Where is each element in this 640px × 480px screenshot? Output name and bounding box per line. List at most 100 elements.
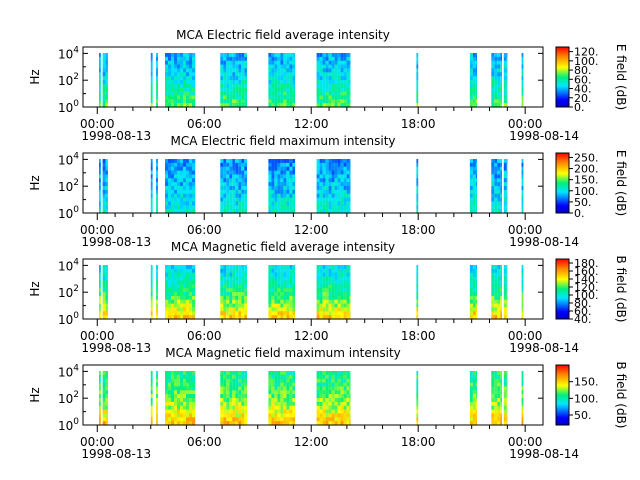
spectrogram-cell: [244, 170, 247, 176]
colorbar-tick-label: 0.: [574, 207, 585, 220]
spectrogram-cell: [346, 76, 350, 81]
spectrogram-cell: [469, 201, 473, 206]
spectrogram-cell: [521, 162, 524, 168]
spectrogram-cell: [283, 166, 287, 172]
spectrogram-cell: [102, 371, 106, 376]
spectrogram-cell: [156, 103, 158, 108]
spectrogram-cell: [331, 401, 335, 407]
spectrogram-cell: [521, 186, 524, 191]
spectrogram-cell: [220, 382, 224, 388]
spectrogram-cell: [497, 91, 501, 97]
spectrogram-cell: [494, 390, 498, 395]
spectrogram-cell: [235, 311, 239, 316]
spectrogram-cell: [346, 189, 350, 195]
spectrogram-cell: [497, 178, 501, 183]
spectrogram-cell: [99, 87, 101, 93]
spectrogram-cell: [506, 284, 508, 289]
spectrogram-cell: [268, 166, 272, 172]
spectrogram-cell: [271, 186, 275, 191]
spectrogram-cell: [319, 295, 323, 301]
spectrogram-cell: [506, 386, 508, 391]
spectrogram-cell: [328, 284, 332, 289]
spectrogram-cell: [328, 182, 332, 187]
y-tick-base: 10: [58, 419, 73, 433]
spectrogram-cell: [105, 292, 108, 297]
spectrogram-cell: [238, 178, 242, 183]
spectrogram-cell: [469, 268, 473, 274]
spectrogram-cell: [220, 68, 224, 73]
spectrogram-cell: [232, 405, 236, 411]
spectrogram-cell: [494, 197, 498, 203]
spectrogram-cell: [346, 265, 350, 270]
spectrogram-cell: [223, 205, 227, 210]
spectrogram-cell: [340, 64, 344, 70]
spectrogram-cell: [506, 299, 508, 305]
spectrogram-cell: [506, 292, 508, 297]
spectrogram-cell: [283, 394, 287, 399]
spectrogram-cell: [226, 272, 230, 278]
x-tick-time: 06:00: [187, 435, 222, 449]
spectrogram-cell: [226, 103, 230, 108]
colorbar-label: E field (dB): [614, 150, 628, 216]
spectrogram-cell: [226, 299, 230, 305]
spectrogram-cell: [286, 201, 290, 206]
spectrogram-cell: [416, 170, 419, 176]
spectrogram-cell: [105, 295, 108, 301]
spectrogram-cell: [183, 162, 186, 168]
spectrogram-cell: [503, 382, 507, 388]
spectrogram-cell: [102, 284, 106, 289]
spectrogram-cell: [186, 60, 189, 66]
spectrogram-cell: [244, 311, 247, 316]
spectrogram-cell: [319, 53, 323, 58]
spectrogram-cell: [349, 162, 351, 168]
spectrogram-cell: [235, 299, 239, 305]
spectrogram-cell: [280, 307, 284, 312]
spectrogram-cell: [223, 276, 227, 282]
spectrogram-cell: [241, 162, 245, 168]
spectrogram-cell: [289, 80, 293, 85]
spectrogram-cell: [469, 280, 473, 285]
spectrogram-cell: [500, 307, 502, 312]
x-tick-time: 12:00: [294, 435, 329, 449]
spectrogram-cell: [238, 295, 242, 301]
spectrogram-cell: [186, 299, 189, 305]
spectrogram-cell: [472, 280, 476, 285]
y-tick-base: 10: [58, 47, 73, 61]
spectrogram-cell: [102, 189, 106, 195]
spectrogram-cell: [99, 80, 101, 85]
spectrogram-cell: [331, 182, 335, 187]
spectrogram-cell: [343, 401, 347, 407]
spectrogram-cell: [165, 371, 168, 376]
spectrogram-cell: [274, 299, 278, 305]
spectrogram-cell: [503, 417, 507, 422]
spectrogram-cell: [472, 205, 476, 210]
spectrogram-cell: [274, 159, 278, 164]
spectrogram-cell: [316, 421, 320, 426]
spectrogram-cell: [319, 421, 323, 426]
spectrogram-cell: [99, 99, 101, 104]
spectrogram-cell: [99, 409, 101, 415]
spectrogram-cell: [150, 371, 153, 376]
spectrogram-cell: [244, 378, 247, 384]
spectrogram-cell: [180, 166, 183, 172]
spectrogram-cell: [503, 284, 507, 289]
spectrogram-cell: [220, 99, 224, 104]
spectrogram-cell: [280, 76, 284, 81]
spectrogram-cell: [105, 394, 108, 399]
spectrogram-cell: [325, 401, 329, 407]
spectrogram-cell: [192, 405, 195, 411]
spectrogram-cell: [506, 80, 508, 85]
spectrogram-cell: [229, 193, 233, 199]
spectrogram-cell: [497, 193, 501, 199]
spectrogram-cell: [521, 394, 524, 399]
spectrogram-cell: [346, 53, 350, 58]
spectrogram-cell: [292, 265, 296, 270]
spectrogram-cell: [174, 197, 177, 203]
spectrogram-cell: [491, 378, 495, 384]
spectrogram-cell: [223, 197, 227, 203]
spectrogram-cell: [277, 159, 281, 164]
spectrogram-cell: [238, 159, 242, 164]
spectrogram-cell: [280, 299, 284, 305]
spectrogram-cell: [183, 421, 186, 426]
spectrogram-cell: [235, 56, 239, 62]
